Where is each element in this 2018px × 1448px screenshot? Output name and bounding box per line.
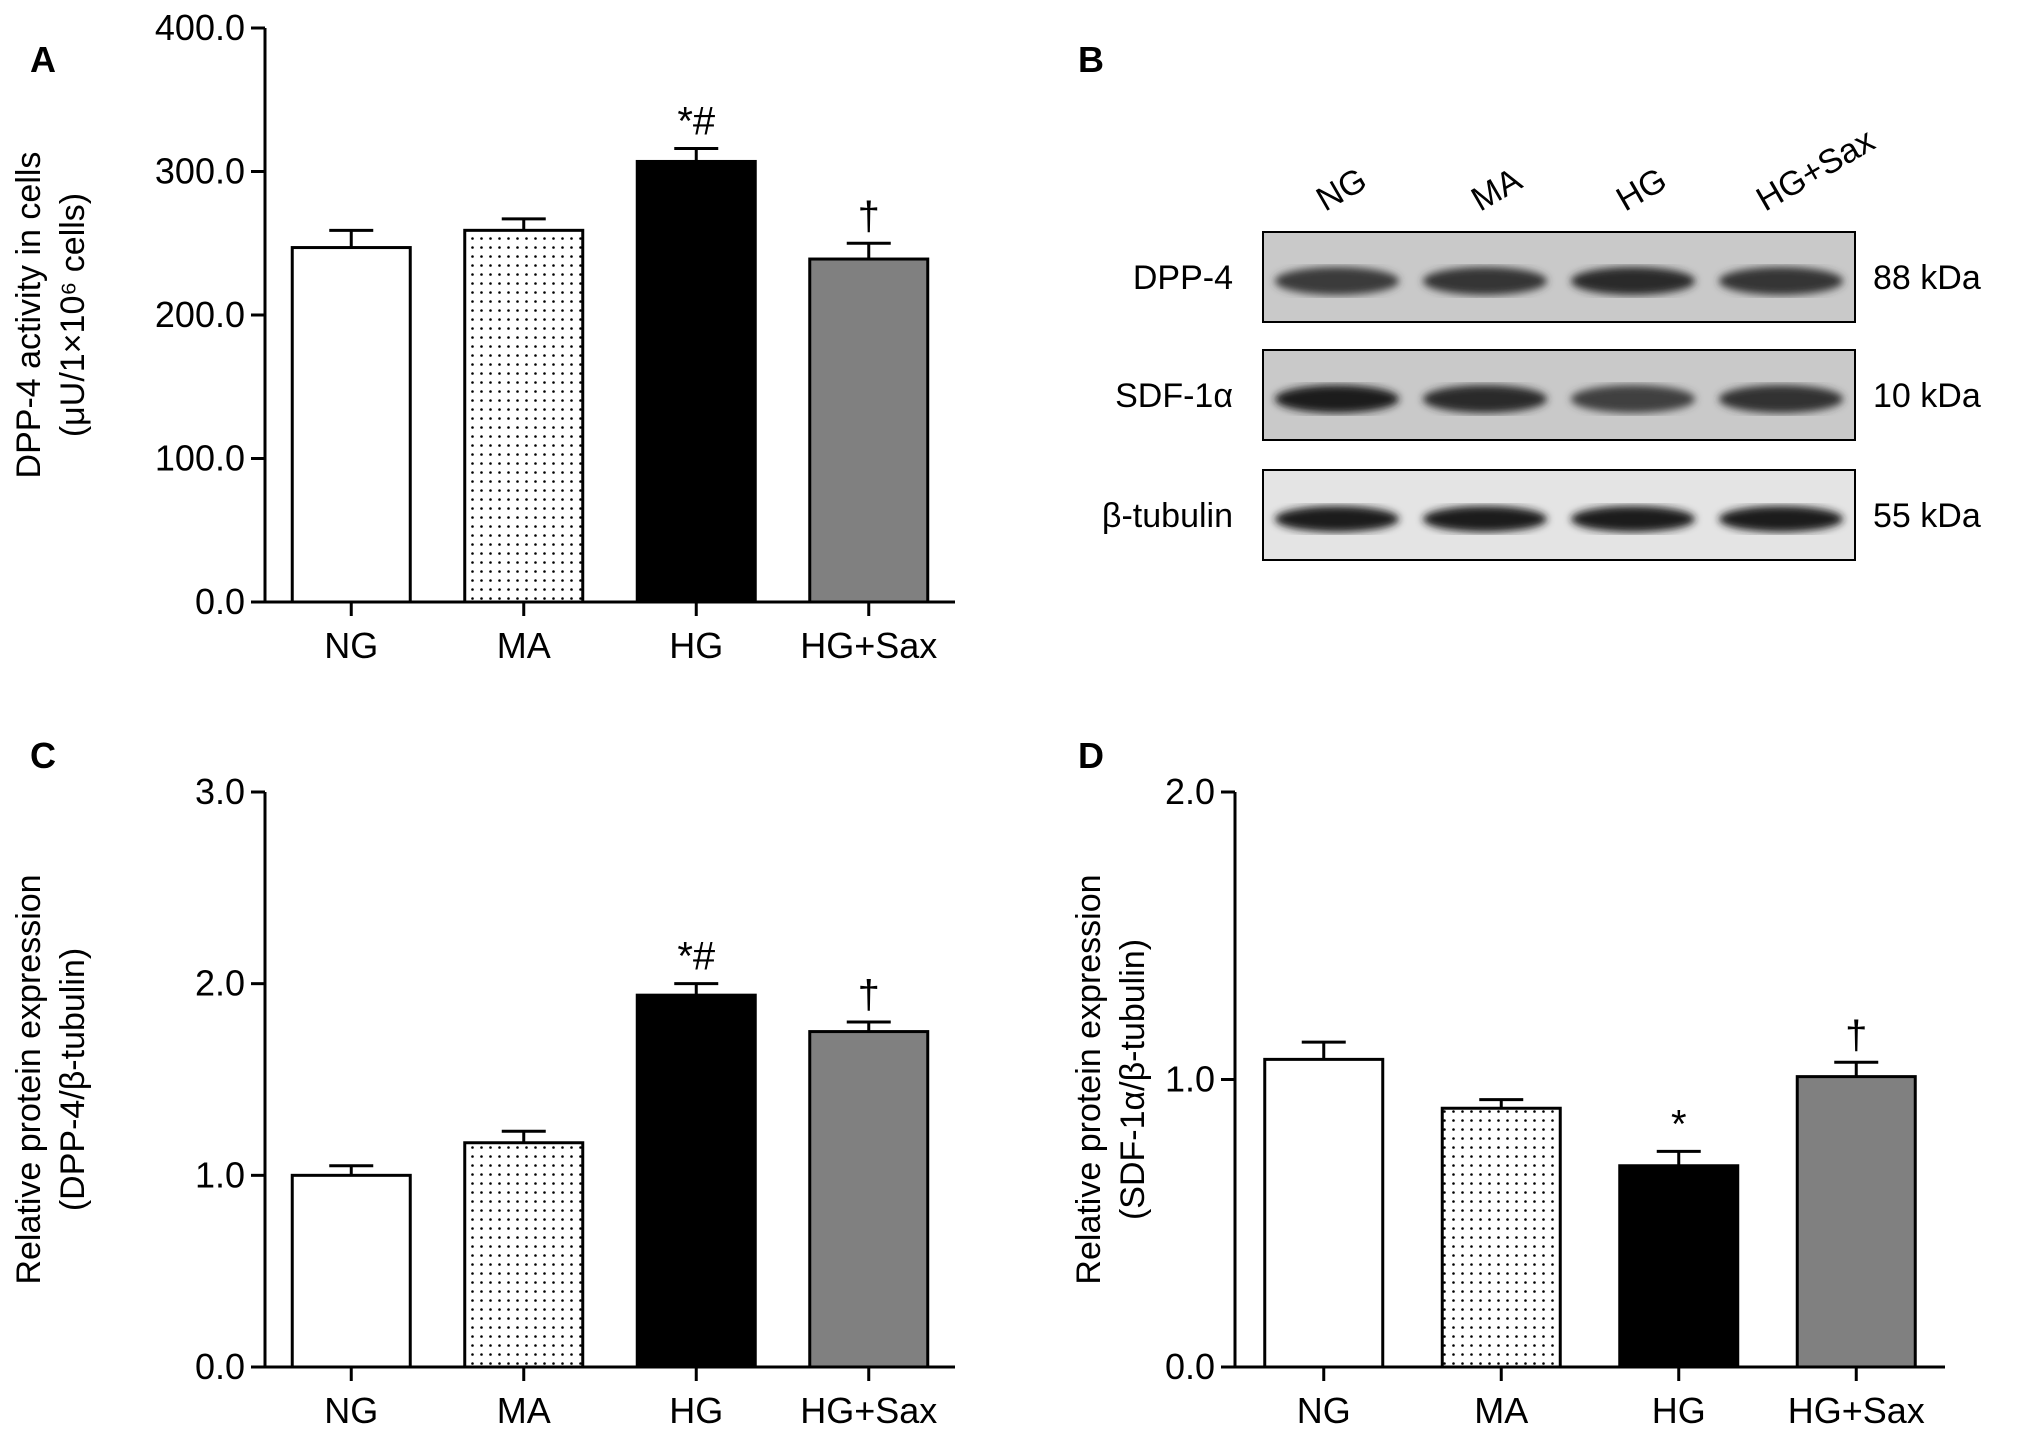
x-tick-label: MA [497,625,551,666]
significance-mark: * [1671,1102,1687,1146]
lane-label-ng: NG [1310,161,1373,219]
blot-band-hg-sax [1718,385,1844,413]
chart-c: 0.0 1.0 2.0 3.0 Relative protein expression(… [10,771,955,1431]
protein-label: β-tubulin [1102,497,1233,535]
blot-band-hg [1570,385,1696,413]
bar-hg-sax [808,257,930,604]
significance-mark: *# [677,100,716,144]
protein-label: DPP-4 [1133,259,1233,297]
y-axis-title: Relative protein expression [10,874,48,1284]
bar-hg [635,159,757,604]
x-tick-label: HG+Sax [800,625,937,666]
blot-rows: DPP-4 88 kDa SDF-1α 10 kDa β-tubulin 55 kDa [1102,231,1981,561]
x-tick-label: HG+Sax [1788,1390,1925,1431]
bar-ng [1263,1057,1385,1369]
bar-ma [1440,1106,1562,1369]
x-tick-label: HG [669,1390,723,1431]
blot-band-ma [1422,385,1548,413]
protein-label: SDF-1α [1115,377,1233,415]
lane-label-ma: MA [1465,160,1528,219]
x-tick-label: MA [497,1390,551,1431]
x-tick-label: HG+Sax [800,1390,937,1431]
x-tick-label: HG [1652,1390,1706,1431]
y-tick-label: 1.0 [1165,1059,1215,1100]
y-tick-label: 3.0 [195,771,245,812]
y-tick-label: 300.0 [155,151,245,192]
blot-band-ma [1422,506,1548,532]
y-axis-title: (SDF-1α/β-tubulin) [1114,939,1152,1220]
panel-letter-a: A [30,39,56,80]
y-tick-label: 1.0 [195,1154,245,1195]
y-axis-title: Relative protein expression [1070,874,1108,1284]
significance-mark: † [858,194,880,238]
y-tick-label: 0.0 [195,1346,245,1387]
western-blot: NG MA HG HG+Sax DPP-4 88 kDa SDF-1α 10 kDa β… [1102,121,1981,561]
blot-band-hg-sax [1718,506,1844,532]
bar-ng [290,246,412,604]
blot-row-tubulin: β-tubulin 55 kDa [1102,469,1981,561]
x-tick-label: NG [324,625,378,666]
x-tick-label: NG [324,1390,378,1431]
molecular-weight-label: 88 kDa [1873,259,1981,297]
y-axis-title: (μU/1×10⁶ cells) [54,193,92,437]
x-tick-label: NG [1297,1390,1351,1431]
molecular-weight-label: 55 kDa [1873,497,1981,535]
bar-ma [463,1141,585,1369]
significance-mark: † [1845,1013,1867,1057]
chart-d: 0.0 1.0 2.0 Relative protein expression (SDF… [1070,771,1945,1431]
panel-letter-d: D [1078,735,1104,776]
blot-lane-labels: NG MA HG HG+Sax [1310,121,1881,219]
bar-ng [290,1173,412,1369]
y-tick-label: 2.0 [195,963,245,1004]
blot-band-ng [1274,267,1400,295]
y-tick-label: 200.0 [155,294,245,335]
significance-mark: † [858,973,880,1017]
panel-letter-b: B [1078,39,1104,80]
bar-hg-sax [808,1030,930,1369]
bar-hg [1618,1164,1740,1369]
bar-ma [463,228,585,604]
blot-band-ng [1274,506,1400,532]
y-tick-label: 400.0 [155,7,245,48]
y-tick-label: 0.0 [1165,1346,1215,1387]
y-axis-title: DPP-4 activity in cells [10,152,48,479]
blot-row-sdf-1: SDF-1α 10 kDa [1115,349,1981,441]
bar-hg [635,993,757,1369]
blot-band-ng [1274,385,1400,413]
y-tick-label: 0.0 [195,581,245,622]
blot-band-ma [1422,267,1548,295]
bar-hg-sax [1795,1075,1917,1369]
x-tick-label: MA [1474,1390,1528,1431]
blot-band-hg-sax [1718,267,1844,295]
y-tick-label: 2.0 [1165,771,1215,812]
blot-band-hg [1570,506,1696,532]
molecular-weight-label: 10 kDa [1873,377,1981,415]
y-tick-label: 100.0 [155,438,245,479]
blot-band-hg [1570,267,1696,295]
lane-label-hg: HG [1610,161,1673,219]
blot-row-dpp-4: DPP-4 88 kDa [1133,231,1981,323]
lane-label-hg-sax: HG+Sax [1750,121,1881,219]
panel-letter-c: C [30,735,56,776]
x-tick-label: HG [669,625,723,666]
chart-a: 0.0 100.0 200.0 300.0 400.0 DPP-4 activity in… [10,7,955,666]
significance-mark: *# [677,935,716,979]
y-axis-title: (DPP-4/β-tubulin) [54,948,92,1211]
